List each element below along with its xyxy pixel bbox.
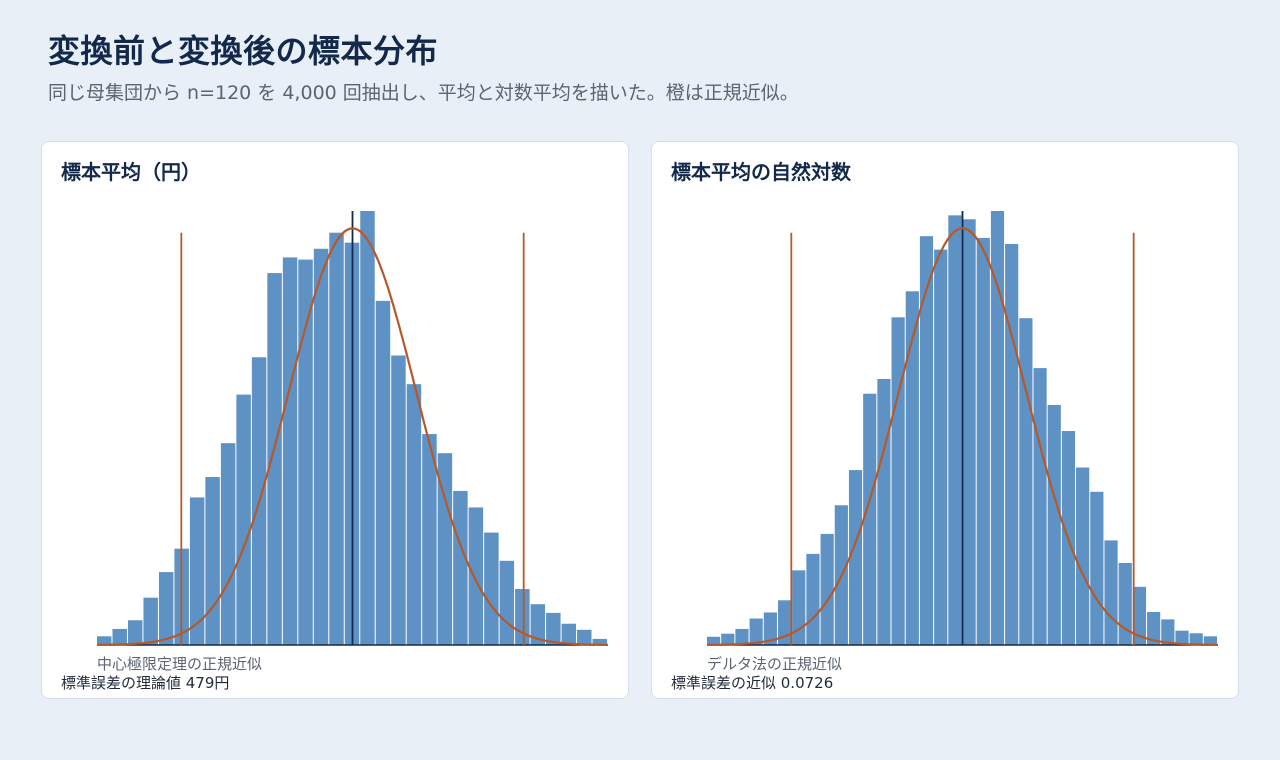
histogram-bar xyxy=(1161,619,1175,645)
histogram-bar xyxy=(236,394,251,645)
histogram-bar xyxy=(112,628,127,645)
histogram-bar xyxy=(375,300,391,645)
histogram-chart-mean xyxy=(96,211,609,646)
histogram-bar xyxy=(1090,491,1104,645)
histogram-bar xyxy=(329,232,344,645)
histogram-bar xyxy=(158,572,174,645)
histogram-bar xyxy=(127,620,143,645)
histogram-bar xyxy=(468,507,484,645)
histogram-bar xyxy=(1203,636,1217,645)
histogram-bar xyxy=(948,215,962,645)
card-title: 標本平均（円） xyxy=(61,160,201,184)
histogram-bar xyxy=(962,219,976,645)
histogram-card-log-mean: 標本平均の自然対数 デルタ法の正規近似 標準誤差の近似 0.0726 xyxy=(651,141,1239,699)
normal-approx-curve xyxy=(96,227,609,646)
histogram-bar xyxy=(792,570,806,645)
histogram-bar xyxy=(515,589,530,645)
histogram-bar xyxy=(863,393,877,645)
histogram-bar xyxy=(806,553,820,645)
histogram-bar xyxy=(749,618,763,645)
histogram-bar xyxy=(360,211,375,645)
histogram-chart-log-mean xyxy=(706,211,1219,646)
histogram-bar xyxy=(313,248,329,645)
histogram-bar xyxy=(934,249,948,645)
histogram-bar xyxy=(422,434,437,645)
histogram-bar xyxy=(499,560,515,645)
histogram-bar xyxy=(298,259,313,645)
histogram-bar xyxy=(820,533,834,645)
standard-error-note: 標準誤差の理論値 479円 xyxy=(61,674,230,692)
histogram-bar xyxy=(877,378,891,645)
histogram-bar xyxy=(484,532,499,645)
histogram-bar xyxy=(453,490,468,645)
page-title: 変換前と変換後の標本分布 xyxy=(48,32,439,70)
histogram-bar xyxy=(220,443,236,645)
histogram-bar xyxy=(1033,368,1047,645)
histogram-bar xyxy=(189,497,205,645)
standard-error-note: 標準誤差の近似 0.0726 xyxy=(671,674,834,692)
histogram-bar xyxy=(561,623,577,645)
histogram-bar xyxy=(1019,318,1033,645)
histogram-bar xyxy=(1047,404,1061,645)
histogram-bar xyxy=(891,317,905,645)
histogram-bar xyxy=(919,236,934,645)
histogram-bar xyxy=(1147,612,1161,645)
histogram-bar xyxy=(848,470,863,645)
normal-approx-curve xyxy=(706,227,1219,646)
histogram-bar xyxy=(707,636,721,645)
histogram-bar xyxy=(391,355,406,645)
curve-label: 中心極限定理の正規近似 xyxy=(97,655,263,673)
histogram-bar xyxy=(437,453,453,645)
histogram-bar xyxy=(777,600,792,645)
histogram-bar xyxy=(1189,633,1203,645)
histogram-card-mean: 標本平均（円） 中心極限定理の正規近似 標準誤差の理論値 479円 xyxy=(41,141,629,699)
histogram-bar xyxy=(1132,586,1147,645)
histogram-bar xyxy=(406,384,422,645)
curve-label: デルタ法の正規近似 xyxy=(707,655,843,673)
histogram-bar xyxy=(205,477,220,645)
histogram-bar xyxy=(976,237,990,645)
card-title: 標本平均の自然対数 xyxy=(671,160,851,184)
histogram-bar xyxy=(1076,467,1090,645)
histogram-bar xyxy=(735,628,749,645)
histogram-bar xyxy=(530,604,546,645)
page-subtitle: 同じ母集団から n=120 を 4,000 回抽出し、平均と対数平均を描いた。橙… xyxy=(48,82,799,104)
histogram-bar xyxy=(577,629,592,645)
histogram-bar xyxy=(97,636,112,645)
histogram-bar xyxy=(905,291,919,645)
histogram-bar xyxy=(282,257,298,645)
histogram-bar xyxy=(1104,540,1118,645)
histogram-bar xyxy=(267,273,282,645)
histogram-bar xyxy=(592,638,607,645)
histogram-bar xyxy=(1175,630,1189,645)
histogram-bar xyxy=(1118,562,1132,645)
histogram-bar xyxy=(721,633,735,645)
histogram-bar xyxy=(546,612,561,645)
histogram-bar xyxy=(1005,243,1019,645)
histogram-bar xyxy=(143,597,158,645)
histogram-bar xyxy=(763,612,777,645)
histogram-bar xyxy=(990,211,1005,645)
